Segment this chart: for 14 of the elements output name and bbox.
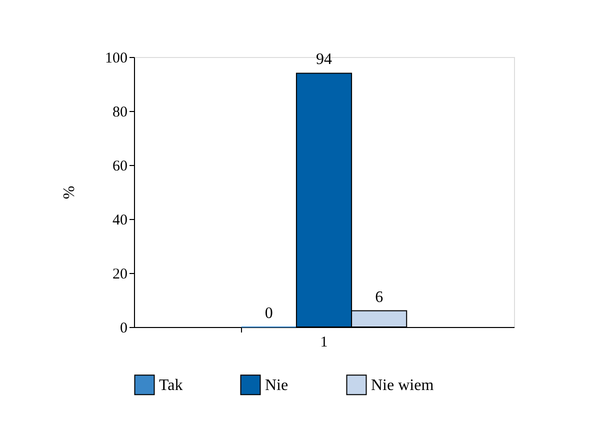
- y-tick-label: 80: [112, 104, 128, 120]
- y-axis-title: %: [61, 186, 78, 200]
- data-label: 6: [375, 288, 384, 306]
- y-tick-label: 0: [120, 320, 128, 336]
- data-label: 0: [264, 305, 273, 322]
- y-tick-label: 60: [112, 158, 128, 174]
- y-tick-label: 40: [112, 212, 128, 228]
- data-label: 94: [316, 51, 332, 68]
- x-tick-label: 1: [320, 334, 328, 350]
- legend-label: Nie wiem: [371, 376, 434, 394]
- y-tick-label: 100: [105, 50, 128, 66]
- y-tick-label: 20: [112, 266, 128, 282]
- legend-label: Nie: [265, 376, 288, 394]
- legend-label: Tak: [159, 376, 183, 394]
